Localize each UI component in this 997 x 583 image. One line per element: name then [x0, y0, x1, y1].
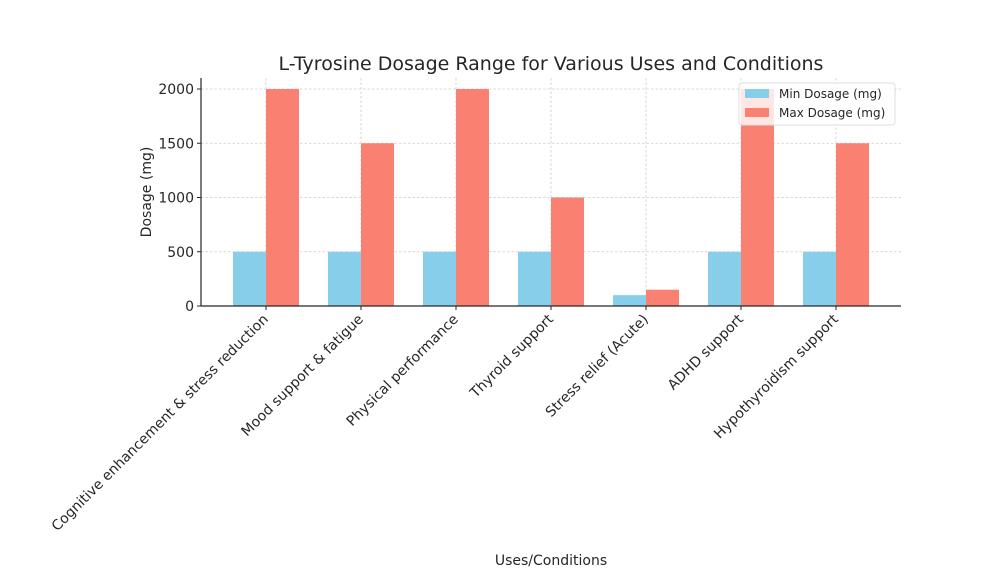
chart-title: L-Tyrosine Dosage Range for Various Uses… [279, 53, 824, 75]
bar-min-dosage [803, 251, 836, 306]
x-tick-label: Thyroid support [467, 311, 558, 402]
bar-max-dosage [551, 197, 584, 306]
y-axis-label: Dosage (mg) [139, 147, 155, 238]
bar-max-dosage [836, 143, 869, 306]
bar-min-dosage [708, 251, 741, 306]
y-tick-label: 1500 [158, 136, 194, 152]
bar-min-dosage [423, 251, 456, 306]
legend-box [738, 82, 896, 126]
legend: Min Dosage (mg) Max Dosage (mg) [738, 82, 896, 126]
legend-label-max: Max Dosage (mg) [779, 106, 885, 120]
bar-min-dosage [518, 251, 551, 306]
bars [233, 89, 869, 306]
bar-min-dosage [613, 295, 646, 306]
x-tick-label: Stress relief (Acute) [543, 312, 652, 421]
bar-max-dosage [456, 89, 489, 306]
x-axis-label: Uses/Conditions [495, 553, 607, 569]
legend-label-min: Min Dosage (mg) [779, 87, 882, 101]
legend-swatch-max [745, 108, 769, 117]
y-ticks: 0 500 1000 1500 2000 [158, 82, 201, 315]
bar-min-dosage [328, 251, 361, 306]
x-tick-label: Physical performance [344, 312, 462, 430]
bar-max-dosage [361, 143, 394, 306]
bar-min-dosage [233, 251, 266, 306]
x-ticks: Cognitive enhancement & stress reduction… [49, 306, 842, 535]
x-tick-label: ADHD support [665, 311, 747, 393]
x-tick-label: Cognitive enhancement & stress reduction [49, 312, 272, 535]
y-tick-label: 2000 [158, 82, 194, 98]
legend-swatch-min [745, 89, 769, 98]
y-tick-label: 500 [167, 245, 194, 261]
bar-max-dosage [646, 289, 679, 306]
y-tick-label: 1000 [158, 191, 194, 207]
y-tick-label: 0 [185, 299, 194, 315]
bar-max-dosage [266, 89, 299, 306]
